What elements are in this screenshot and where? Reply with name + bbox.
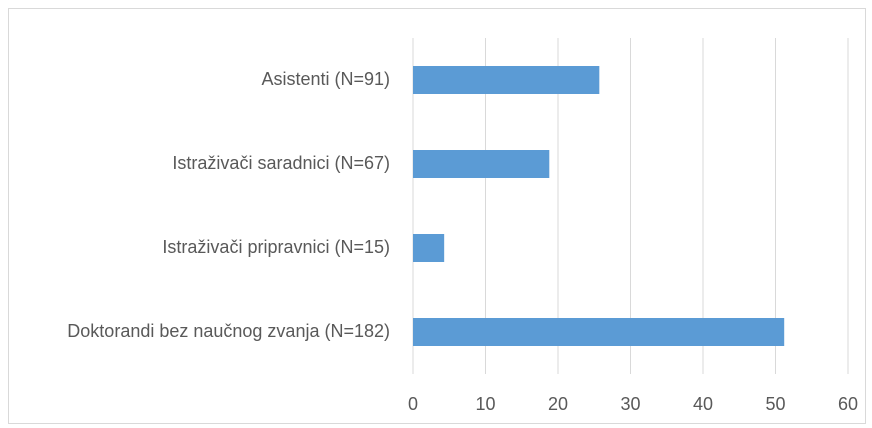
bar <box>413 318 785 346</box>
x-tick-label: 30 <box>620 394 640 414</box>
x-tick-label: 0 <box>408 394 418 414</box>
bar <box>413 234 445 262</box>
x-tick-label: 60 <box>838 394 858 414</box>
y-tick-label: Doktorandi bez naučnog zvanja (N=182) <box>67 321 390 341</box>
y-tick-label: Asistenti (N=91) <box>261 69 390 89</box>
y-tick-label: Istraživači saradnici (N=67) <box>172 153 390 173</box>
x-tick-label: 10 <box>475 394 495 414</box>
bar <box>413 66 600 94</box>
bar <box>413 150 550 178</box>
y-tick-label: Istraživači pripravnici (N=15) <box>162 237 390 257</box>
x-tick-label: 50 <box>765 394 785 414</box>
x-tick-label: 20 <box>548 394 568 414</box>
x-tick-label: 40 <box>693 394 713 414</box>
